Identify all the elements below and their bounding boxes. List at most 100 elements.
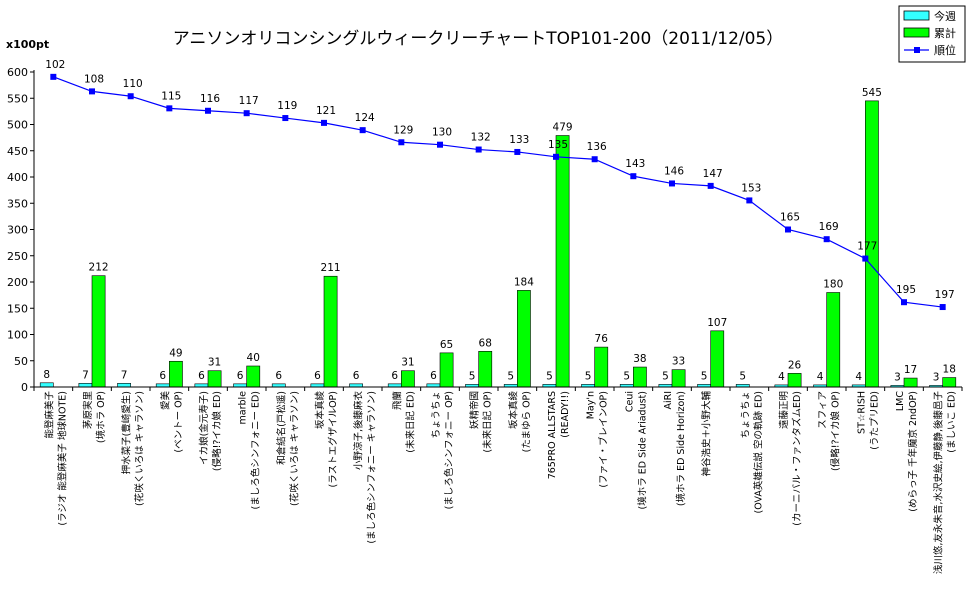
data-label-rank: 124 <box>355 112 375 124</box>
rank-line-path <box>53 76 943 308</box>
legend-label-rank: 順位 <box>934 43 956 57</box>
data-label-weekly: 5 <box>701 370 708 382</box>
data-label-total: 545 <box>862 87 882 99</box>
y-tick-label: 150 <box>7 302 28 315</box>
data-label-weekly: 6 <box>237 370 244 382</box>
data-label-rank: 130 <box>432 127 452 139</box>
data-label-rank: 129 <box>393 124 413 136</box>
category-label: 茅原実里 (境ホラ OP) <box>82 391 107 443</box>
data-label-rank: 197 <box>935 289 955 301</box>
data-label-weekly: 5 <box>662 370 669 382</box>
data-label-rank: 147 <box>703 168 723 180</box>
rank-marker <box>475 146 482 153</box>
rank-marker <box>553 153 559 160</box>
y-tick-label: 100 <box>7 329 28 342</box>
chart-title: アニソンオリコンシングルウィークリーチャートTOP101-200（2011/12… <box>173 29 784 49</box>
data-label-total: 107 <box>707 317 727 329</box>
rank-marker <box>243 110 250 117</box>
data-label-rank: 121 <box>316 105 336 117</box>
bar-total <box>478 350 493 388</box>
legend: 今週 累計 順位 <box>898 5 966 63</box>
bar-total <box>787 373 802 388</box>
legend-swatch-total <box>903 27 930 38</box>
rank-marker <box>282 115 289 122</box>
data-label-weekly: 6 <box>353 370 360 382</box>
data-label-rank: 117 <box>239 95 259 107</box>
data-label-total: 33 <box>672 356 685 368</box>
bar-total <box>207 370 222 388</box>
rank-marker <box>205 107 211 114</box>
bar-total <box>671 369 686 388</box>
y-tick-label: 300 <box>7 224 28 237</box>
bar-total <box>594 346 609 388</box>
data-label-rank: 132 <box>471 132 491 144</box>
data-label-rank: 195 <box>896 284 916 296</box>
data-label-total: 65 <box>440 339 453 351</box>
category-label: marble (ましろ色シンフォニー ED) <box>238 391 262 510</box>
legend-label-total: 累計 <box>934 26 956 40</box>
data-label-rank: 119 <box>277 100 297 112</box>
y-tick-label: 250 <box>7 250 28 263</box>
data-label-total: 31 <box>208 357 221 369</box>
data-label-rank: 143 <box>625 158 645 170</box>
data-label-weekly: 5 <box>623 370 630 382</box>
data-label-weekly: 5 <box>469 370 476 382</box>
rank-marker <box>359 127 366 134</box>
category-label: 押水菜子(豊崎愛生) (花咲くいろは キャラソン) <box>121 391 146 506</box>
data-label-total: 180 <box>823 279 843 291</box>
y-axis-label: x100pt <box>6 38 49 51</box>
category-label: 765PRO ALLSTARS (READY!!) <box>547 391 571 479</box>
data-label-rank: 135 <box>548 139 568 151</box>
rank-marker <box>746 197 753 204</box>
y-tick-label: 550 <box>7 92 28 105</box>
category-label: 小野涼子,後藤麻衣 (ましろ色シンフォニー キャラソン) <box>353 391 378 544</box>
data-label-rank: 177 <box>857 241 877 253</box>
category-label: May'n (ファイ・ブレインOP) <box>586 391 610 488</box>
data-label-weekly: 4 <box>855 371 862 383</box>
bar-total <box>710 330 725 388</box>
rank-marker <box>514 148 521 155</box>
y-tick-label: 600 <box>7 66 28 79</box>
data-label-weekly: 6 <box>159 370 166 382</box>
data-label-total: 211 <box>321 262 341 274</box>
data-label-total: 17 <box>904 364 917 376</box>
y-tick-label: 350 <box>7 197 28 210</box>
data-label-total: 184 <box>514 276 534 288</box>
data-label-rank: 136 <box>587 141 607 153</box>
data-label-weekly: 6 <box>391 370 398 382</box>
data-label-rank: 116 <box>200 93 220 105</box>
bar-total <box>246 365 261 388</box>
data-label-weekly: 8 <box>43 369 50 381</box>
data-label-total: 479 <box>553 122 573 134</box>
rank-marker <box>785 226 791 233</box>
legend-swatch-weekly <box>903 10 930 21</box>
bar-total <box>401 370 415 388</box>
category-label: 坂本真綾 (たまゆら OP) <box>507 391 532 453</box>
bar-total <box>903 377 918 388</box>
category-label: AiRI (境ホラ ED Side Horizon) <box>663 391 687 506</box>
y-tick-label: 0 <box>21 381 28 394</box>
rank-marker <box>166 105 173 112</box>
bar-total <box>439 352 454 388</box>
category-label: 飛蘭 (未来日記 ED) <box>391 391 416 453</box>
rank-line <box>50 73 946 311</box>
rank-marker <box>591 156 598 163</box>
data-label-weekly: 5 <box>546 370 553 382</box>
rank-marker <box>630 173 637 180</box>
data-label-rank: 165 <box>780 212 800 224</box>
data-label-rank: 108 <box>84 73 104 85</box>
data-label-weekly: 3 <box>933 371 940 383</box>
data-label-weekly: 7 <box>121 369 128 381</box>
category-labels: 能登麻美子 (ラジオ 能登麻美子 地球NOTE) 茅原実里 (境ホラ OP) 押水菜子(… <box>43 391 957 575</box>
data-label-rank: 115 <box>161 90 181 102</box>
y-tick-label: 200 <box>7 276 28 289</box>
category-label: 愛美 (ベントー OP) <box>159 391 184 453</box>
data-label-rank: 169 <box>819 221 839 233</box>
data-label-weekly: 5 <box>739 370 746 382</box>
bar-total <box>826 292 841 388</box>
bar-total <box>169 360 183 388</box>
category-label: 妖精帝國 (未来日記 OP) <box>469 391 494 453</box>
data-label-weekly: 6 <box>314 370 321 382</box>
data-label-weekly: 6 <box>275 370 282 382</box>
